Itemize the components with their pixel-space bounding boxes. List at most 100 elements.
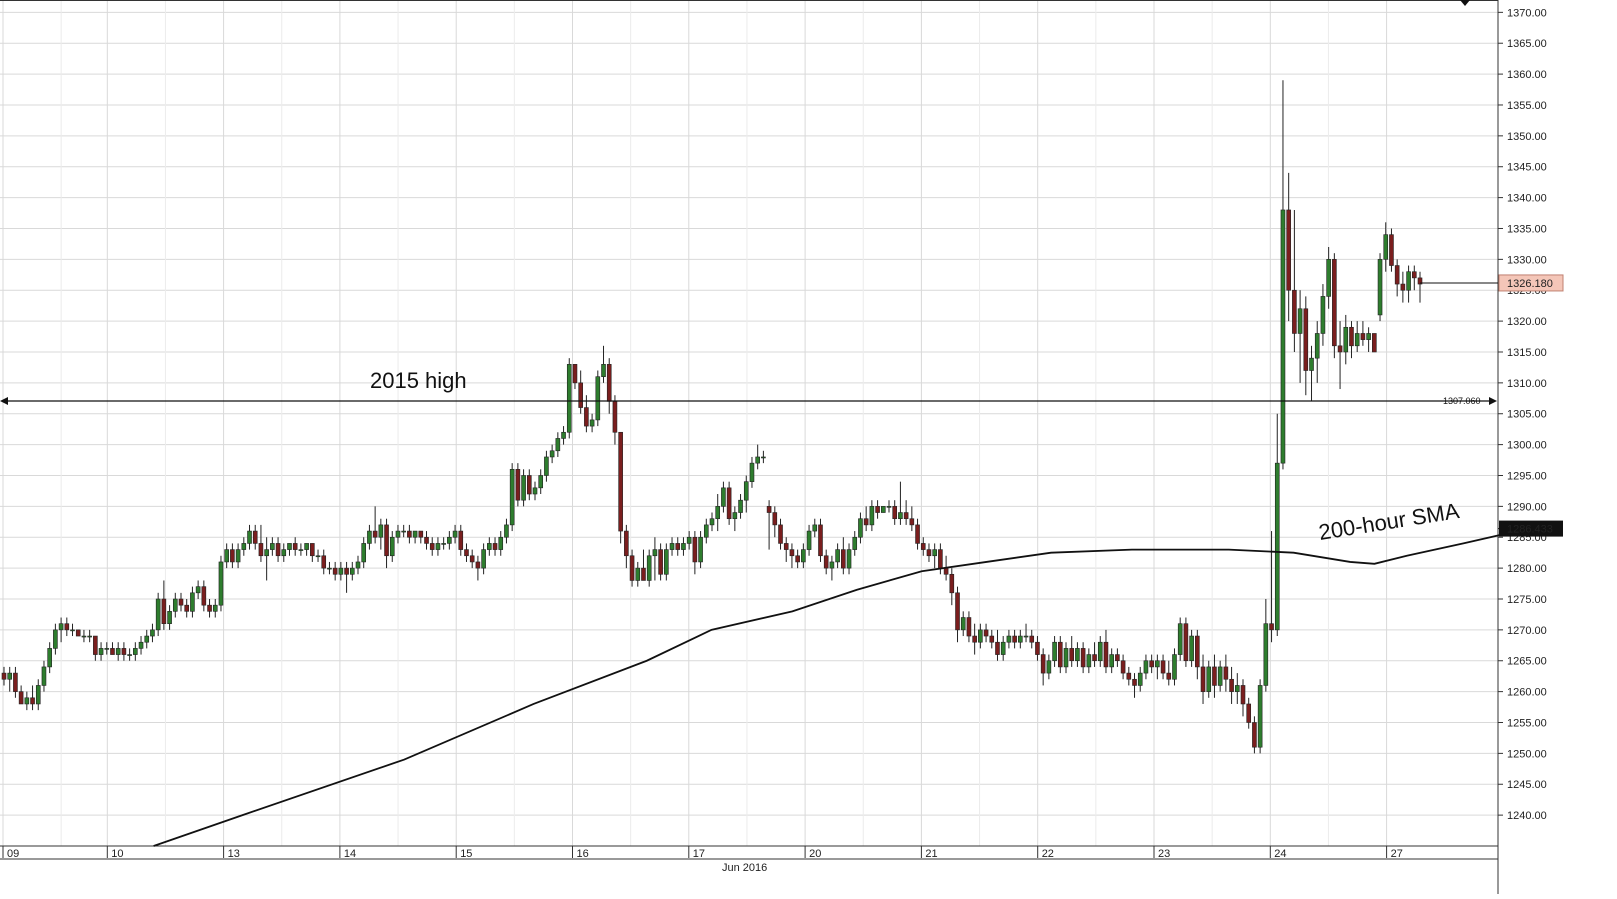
- candle-body: [1035, 641, 1040, 655]
- candle-body: [395, 530, 401, 538]
- candle: [127, 648, 132, 661]
- candle: [858, 512, 863, 544]
- candle-body: [1406, 271, 1411, 291]
- candle-body: [629, 555, 635, 581]
- candle: [703, 518, 709, 544]
- candle-body: [18, 691, 24, 705]
- candle: [675, 537, 681, 556]
- sma-value-label: 1286.433: [1507, 524, 1553, 536]
- candle: [1280, 80, 1286, 470]
- candle: [652, 537, 658, 581]
- y-tick-label: 1370.00: [1507, 7, 1547, 19]
- candle-body: [1195, 635, 1200, 668]
- candle-body: [121, 648, 127, 655]
- candle-body: [1149, 660, 1154, 668]
- candle-body: [1326, 259, 1331, 297]
- candle: [903, 500, 909, 525]
- candle: [207, 598, 212, 618]
- candle: [601, 345, 606, 383]
- candle-body: [795, 555, 800, 563]
- candle: [629, 549, 635, 587]
- candle: [892, 500, 898, 525]
- candle: [1035, 636, 1040, 661]
- candle: [258, 524, 264, 562]
- candle-body: [1229, 678, 1234, 692]
- candle-body: [1252, 722, 1257, 748]
- candle: [30, 685, 35, 711]
- sma-value-box: 1286.433: [1499, 520, 1563, 537]
- candle-body: [1, 672, 7, 680]
- candle-body: [715, 506, 721, 520]
- candle-body: [98, 648, 104, 655]
- candle: [572, 364, 578, 390]
- candle: [395, 524, 401, 544]
- candle: [281, 543, 287, 562]
- candle-body: [93, 635, 98, 655]
- candle: [504, 518, 509, 544]
- y-tick-label: 1245.00: [1507, 779, 1547, 791]
- candle-body: [452, 530, 458, 538]
- candle: [544, 450, 549, 482]
- x-tick-label: 14: [344, 848, 356, 860]
- x-tick-label: 21: [925, 848, 937, 860]
- candle-body: [161, 598, 167, 624]
- candle-body: [1137, 672, 1143, 686]
- candle-body: [1223, 666, 1229, 680]
- y-tick-label: 1365.00: [1507, 38, 1547, 50]
- candle: [264, 537, 269, 581]
- candle-body: [195, 586, 201, 594]
- candle: [1183, 617, 1189, 667]
- candle-body: [389, 536, 395, 557]
- candle-body: [224, 549, 229, 563]
- candle-body: [920, 543, 926, 550]
- candle: [915, 518, 920, 550]
- candle: [75, 629, 81, 637]
- candle-body: [766, 506, 772, 513]
- candle-body: [70, 629, 75, 632]
- candle-body: [1183, 623, 1189, 662]
- y-tick-label: 1320.00: [1507, 316, 1547, 328]
- candle: [989, 629, 995, 649]
- candle: [1332, 253, 1337, 359]
- candle: [218, 555, 224, 612]
- candle-body: [1018, 635, 1023, 643]
- candle-body: [1006, 635, 1012, 643]
- candle: [875, 500, 880, 519]
- candle-body: [207, 604, 212, 612]
- candle-body: [258, 543, 264, 557]
- candle: [155, 592, 161, 637]
- candle-body: [566, 364, 572, 433]
- candle: [589, 413, 595, 433]
- candle-body: [412, 530, 418, 538]
- candle-body: [755, 456, 760, 464]
- candle: [823, 549, 829, 575]
- candle: [1343, 314, 1349, 365]
- candle-body: [601, 364, 606, 377]
- candle-body: [612, 401, 618, 433]
- y-tick-label: 1360.00: [1507, 69, 1547, 81]
- candle: [389, 531, 395, 562]
- candle: [566, 358, 572, 439]
- candle-body: [589, 419, 595, 427]
- candle: [521, 469, 526, 507]
- candle: [658, 543, 663, 581]
- candle-body: [721, 487, 726, 507]
- candle: [869, 500, 875, 532]
- y-tick-label: 1295.00: [1507, 470, 1547, 482]
- candle: [344, 561, 349, 593]
- candle-body: [903, 512, 909, 520]
- candle-body: [538, 475, 544, 489]
- candle: [624, 524, 629, 569]
- candle: [18, 685, 24, 705]
- candle: [1269, 531, 1274, 643]
- candle-body: [1063, 648, 1069, 668]
- candle: [1326, 247, 1331, 309]
- candle-body: [344, 567, 349, 575]
- candle-body: [669, 543, 675, 550]
- candle: [509, 463, 515, 532]
- candle-body: [1172, 654, 1177, 680]
- candle: [721, 481, 726, 513]
- candle: [1040, 648, 1046, 686]
- candle: [1303, 296, 1309, 396]
- candle: [806, 524, 812, 556]
